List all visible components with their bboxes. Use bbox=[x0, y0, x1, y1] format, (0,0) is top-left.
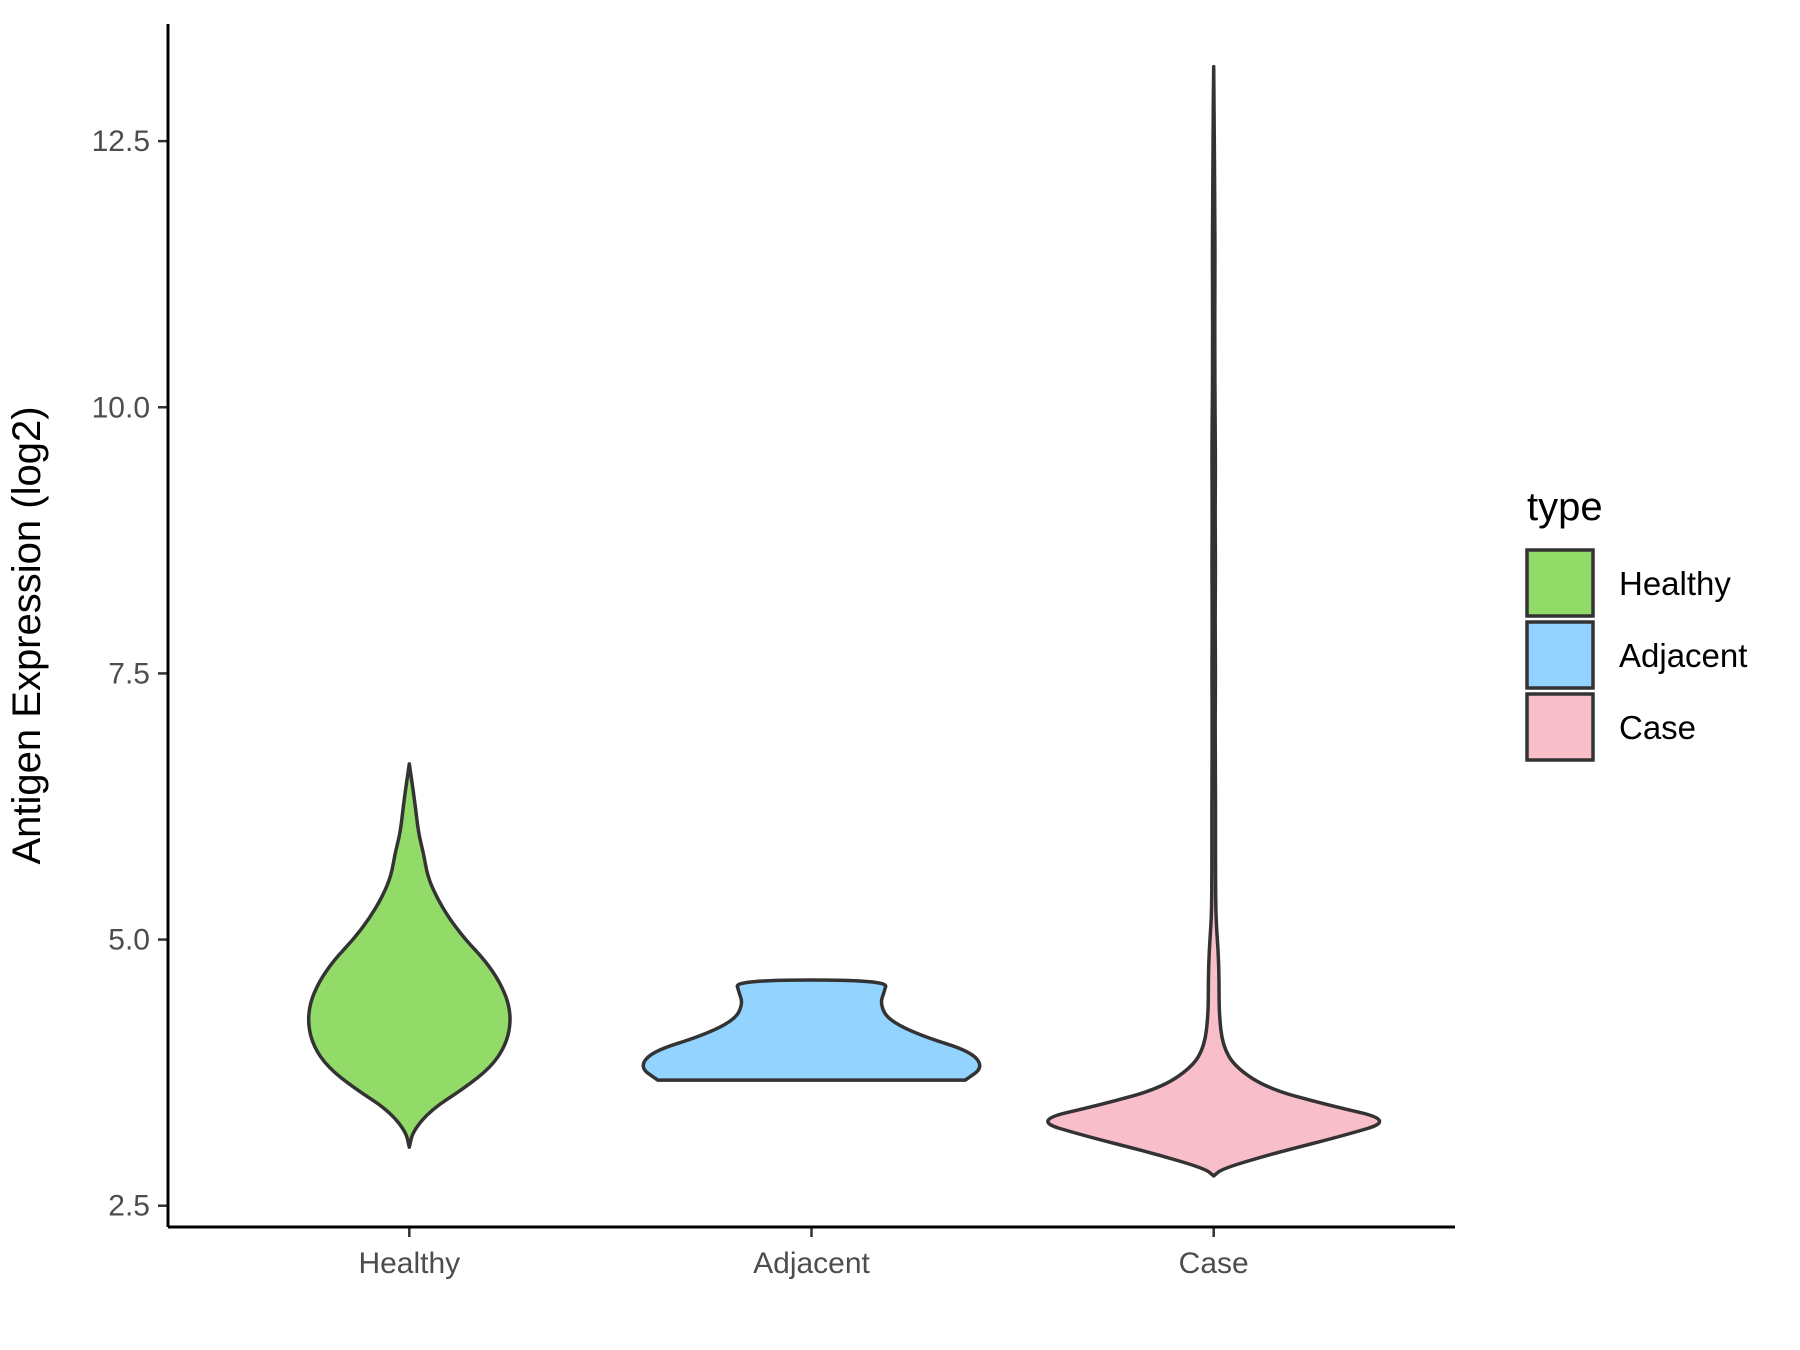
legend-label-case: Case bbox=[1619, 709, 1696, 746]
legend-title: type bbox=[1527, 485, 1603, 529]
legend-key-adjacent bbox=[1525, 620, 1595, 690]
x-tick-label: Adjacent bbox=[753, 1247, 870, 1280]
violin-case bbox=[1046, 64, 1382, 1178]
legend-label-healthy: Healthy bbox=[1619, 565, 1731, 602]
y-tick-label: 12.5 bbox=[92, 125, 150, 158]
violin-healthy bbox=[306, 762, 512, 1149]
y-axis-title: Antigen Expression (log2) bbox=[5, 406, 49, 864]
legend: type Healthy Adjacent Case bbox=[1525, 485, 1747, 762]
y-tick-label: 7.5 bbox=[108, 657, 150, 690]
violin-layer bbox=[306, 64, 1382, 1178]
legend-key-case bbox=[1525, 692, 1595, 762]
violin-adjacent bbox=[641, 978, 982, 1082]
y-tick-label: 5.0 bbox=[108, 924, 150, 957]
y-tick-label: 10.0 bbox=[92, 391, 150, 424]
x-tick-label: Case bbox=[1179, 1247, 1249, 1280]
y-axis-ticks: 2.5 5.0 7.5 10.0 12.5 bbox=[92, 125, 168, 1223]
x-tick-label: Healthy bbox=[358, 1247, 460, 1280]
x-axis-ticks: Healthy Adjacent Case bbox=[358, 1227, 1249, 1280]
legend-label-adjacent: Adjacent bbox=[1619, 637, 1747, 674]
y-tick-label: 2.5 bbox=[108, 1190, 150, 1223]
legend-key-healthy bbox=[1525, 548, 1595, 618]
